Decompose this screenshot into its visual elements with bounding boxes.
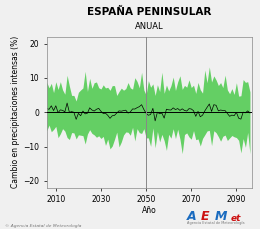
Text: ANUAL: ANUAL bbox=[135, 22, 164, 31]
Text: M: M bbox=[214, 210, 227, 223]
Y-axis label: Cambio en precipitaciones intensas (%): Cambio en precipitaciones intensas (%) bbox=[11, 36, 20, 188]
Text: Agencia Estatal de Meteorología: Agencia Estatal de Meteorología bbox=[187, 221, 245, 225]
Text: ESPAÑA PENINSULAR: ESPAÑA PENINSULAR bbox=[87, 7, 212, 17]
Text: A: A bbox=[187, 210, 197, 223]
Text: © Agencia Estatal de Meteorología: © Agencia Estatal de Meteorología bbox=[5, 224, 82, 228]
Text: E: E bbox=[201, 210, 209, 223]
X-axis label: Año: Año bbox=[142, 206, 157, 215]
Text: et: et bbox=[231, 214, 242, 223]
